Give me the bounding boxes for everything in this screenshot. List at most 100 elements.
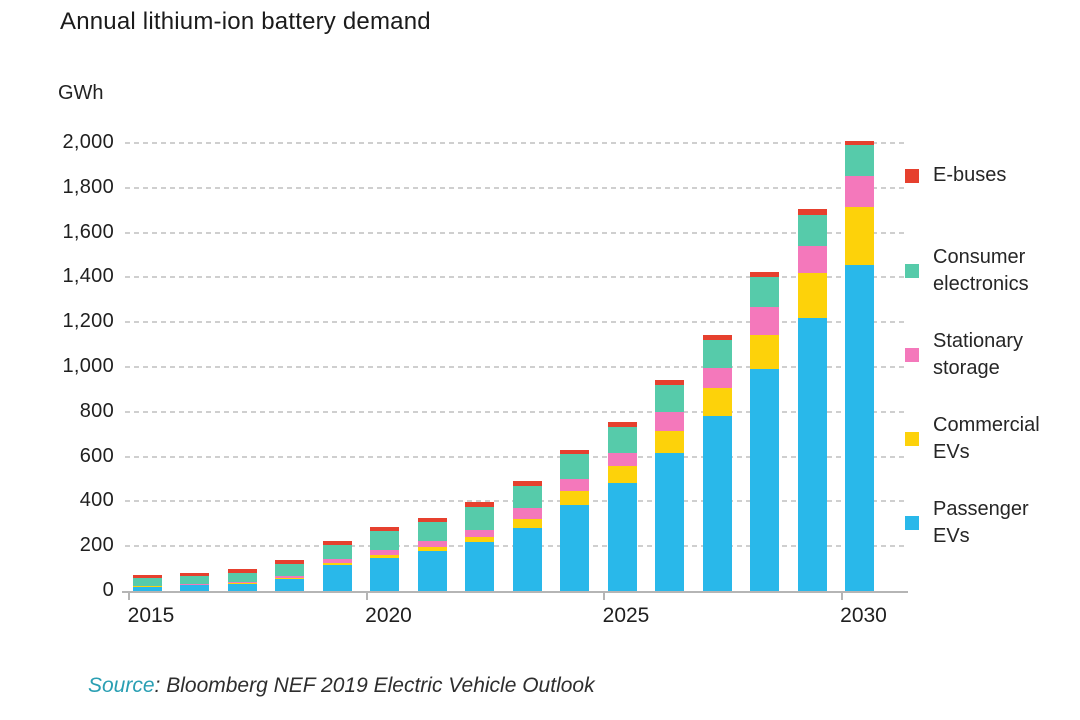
legend-label: Stationary storage	[933, 330, 1024, 379]
segment-stationary-storage-2022	[465, 530, 494, 537]
segment-e-buses-2028	[750, 271, 779, 278]
segment-commercial-evs-2024	[560, 491, 589, 505]
source-prefix: Source	[88, 674, 155, 697]
segment-passenger-evs-2015	[132, 586, 162, 591]
segment-consumer-electronics-2018	[275, 564, 304, 576]
bar-2016	[180, 573, 209, 591]
segment-stationary-storage-2018	[275, 575, 304, 578]
segment-stationary-storage-2026	[655, 411, 684, 431]
segment-passenger-evs-2026	[655, 453, 684, 591]
plot-area	[125, 140, 905, 591]
legend-swatch-commercial-evs	[905, 432, 919, 446]
segment-commercial-evs-2017	[227, 582, 257, 584]
segment-passenger-evs-2020	[370, 557, 399, 591]
segment-passenger-evs-2029	[797, 317, 827, 591]
segment-passenger-evs-2027	[702, 416, 732, 591]
gridline-600	[125, 455, 905, 458]
segment-passenger-evs-2017	[227, 583, 257, 591]
segment-e-buses-2021	[417, 517, 447, 523]
bar-2028	[750, 271, 779, 591]
bar-2019	[322, 540, 352, 591]
legend-swatch-passenger-evs	[905, 516, 919, 530]
gridline-800	[125, 410, 905, 413]
x-tick-label-2025: 2025	[602, 604, 650, 627]
segment-consumer-electronics-2030	[845, 145, 874, 176]
segment-e-buses-2025	[607, 421, 637, 427]
segment-passenger-evs-2030	[845, 265, 874, 591]
legend-label: E-buses	[933, 164, 1007, 186]
segment-consumer-electronics-2027	[702, 340, 732, 369]
segment-consumer-electronics-2028	[750, 277, 779, 307]
bar-2022	[465, 501, 494, 591]
segment-stationary-storage-2025	[607, 452, 637, 467]
segment-passenger-evs-2023	[512, 528, 542, 591]
segment-commercial-evs-2026	[655, 430, 684, 454]
segment-commercial-evs-2019	[322, 562, 352, 565]
y-tick-label-1600: 1,600	[62, 220, 114, 243]
segment-commercial-evs-2028	[750, 334, 779, 370]
bar-2024	[560, 449, 589, 591]
bar-2018	[275, 560, 304, 591]
y-tick-label-1000: 1,000	[62, 355, 114, 377]
segment-stationary-storage-2020	[370, 550, 399, 555]
segment-passenger-evs-2018	[275, 578, 304, 591]
legend-label: Commercial EVs	[933, 414, 1040, 463]
gridline-1600	[125, 231, 905, 234]
y-tick-label-1200: 1,200	[62, 310, 114, 333]
legend-item-stationary-storage: Stationary storage	[905, 328, 1068, 382]
segment-consumer-electronics-2024	[560, 454, 589, 480]
legend-swatch-e-buses	[905, 168, 919, 183]
segment-stationary-storage-2029	[797, 246, 827, 273]
chart-title: Annual lithium-ion battery demand	[60, 8, 431, 35]
y-tick-label-600: 600	[79, 444, 114, 467]
gridline-1800	[125, 186, 905, 189]
segment-commercial-evs-2018	[275, 577, 304, 579]
bar-2027	[702, 334, 732, 591]
legend-item-commercial-evs: Commercial EVs	[905, 412, 1068, 466]
segment-commercial-evs-2027	[702, 388, 732, 417]
legend-item-consumer-electronics: Consumer electronics	[905, 244, 1068, 298]
segment-passenger-evs-2019	[322, 564, 352, 591]
segment-e-buses-2029	[797, 209, 827, 215]
y-tick-label-200: 200	[79, 534, 114, 557]
legend-item-e-buses: E-buses	[905, 162, 1068, 189]
segment-consumer-electronics-2026	[655, 385, 684, 412]
segment-consumer-electronics-2016	[180, 576, 209, 585]
bar-2017	[227, 569, 257, 591]
segment-e-buses-2019	[322, 540, 352, 545]
x-tick-label-2020: 2020	[365, 604, 412, 627]
segment-e-buses-2016	[180, 573, 209, 577]
legend: E-buses Consumer electronics Stationary st…	[905, 0, 1080, 620]
segment-e-buses-2027	[702, 334, 732, 341]
source-note: Source: Bloomberg NEF 2019 Electric Vehi…	[88, 674, 595, 698]
legend-item-passenger-evs: Passenger EVs	[905, 496, 1068, 550]
segment-passenger-evs-2028	[750, 369, 779, 591]
x-tick-2020	[365, 592, 368, 600]
legend-swatch-stationary-storage	[905, 348, 919, 362]
segment-consumer-electronics-2015	[132, 578, 162, 586]
segment-consumer-electronics-2017	[227, 573, 257, 583]
y-tick-label-2000: 2,000	[62, 131, 114, 153]
x-tick-2030	[840, 592, 843, 600]
x-tick-label-2030: 2030	[840, 604, 887, 627]
segment-consumer-electronics-2019	[322, 544, 352, 559]
bar-2023	[512, 481, 542, 591]
x-tick-label-2015: 2015	[127, 604, 175, 627]
segment-passenger-evs-2024	[560, 504, 589, 591]
bar-2020	[370, 527, 399, 591]
y-tick-label-1800: 1,800	[62, 175, 114, 198]
segment-consumer-electronics-2020	[370, 531, 399, 551]
y-axis-unit-label: GWh	[58, 82, 104, 104]
bar-2029	[797, 209, 827, 591]
segment-passenger-evs-2016	[180, 585, 209, 591]
bar-2026	[655, 380, 684, 591]
segment-commercial-evs-2030	[845, 206, 874, 266]
bar-2021	[417, 517, 447, 591]
segment-e-buses-2020	[370, 527, 399, 531]
gridline-1000	[125, 366, 905, 368]
source-text: : Bloomberg NEF 2019 Electric Vehicle Ou…	[154, 674, 595, 697]
segment-stationary-storage-2023	[512, 508, 542, 520]
segment-e-buses-2030	[845, 140, 874, 146]
bar-2025	[607, 421, 637, 591]
x-tick-2015	[128, 592, 130, 600]
